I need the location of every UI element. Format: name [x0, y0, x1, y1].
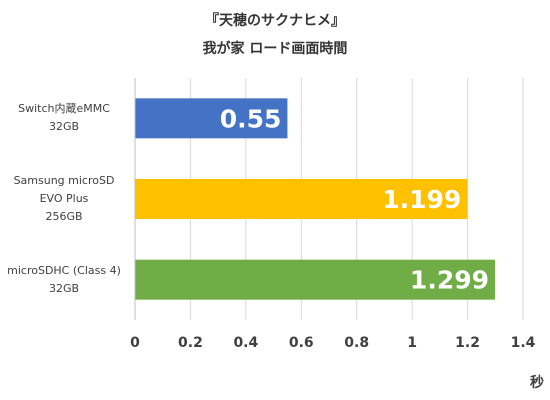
- x-tick-label: 1.2: [455, 335, 480, 351]
- x-tick-label: 0.2: [178, 335, 203, 351]
- data-label: 1.199: [382, 185, 461, 214]
- category-label-line: Switch内蔵eMMC: [18, 102, 110, 116]
- chart-subtitle: 我が家 ロード画面時間: [202, 41, 348, 57]
- category-label-line: EVO Plus: [39, 192, 89, 205]
- bar: [135, 179, 468, 219]
- category-label-line: microSDHC (Class 4): [7, 263, 121, 277]
- bar: [135, 259, 496, 300]
- x-axis-unit-label: 秒: [530, 375, 544, 391]
- x-tick-label: 0.6: [289, 335, 314, 351]
- category-label-line: 32GB: [48, 120, 80, 134]
- category-label-line: 256GB: [45, 210, 83, 223]
- bar: [135, 98, 288, 139]
- data-label: 0.55: [220, 104, 282, 133]
- x-tick-label: 0.8: [344, 335, 369, 351]
- category-label-line: Samsung microSD: [13, 174, 115, 187]
- category-label: Samsung microSD EVO Plus 256GB: [0, 172, 128, 226]
- chart-title: 『天穂のサクナヒメ』: [205, 13, 345, 29]
- x-tick-label: 0.4: [233, 335, 258, 351]
- category-label: microSDHC (Class 4) 32GB: [0, 262, 128, 298]
- x-tick-label: 1: [407, 335, 417, 351]
- x-tick-label: 0: [130, 335, 140, 351]
- x-tick-label: 1.4: [511, 335, 536, 351]
- category-label-line: 32GB: [48, 281, 80, 295]
- category-label: Switch内蔵eMMC 32GB: [0, 100, 128, 136]
- data-label: 1.299: [410, 266, 489, 295]
